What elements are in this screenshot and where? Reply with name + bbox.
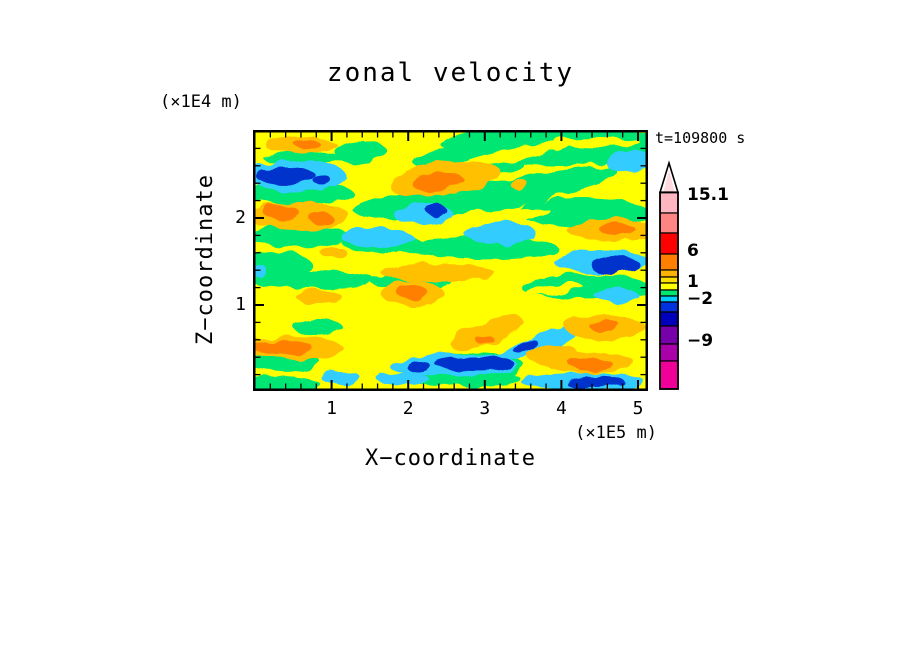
x-axis-unit-label: (×1E5 m): [575, 423, 657, 443]
y-axis-title: Z−coordinate: [193, 174, 218, 345]
y-axis-unit-label: (×1E4 m): [160, 92, 242, 112]
y-tick-label: 2: [235, 207, 246, 228]
x-tick-label: 3: [479, 398, 491, 419]
plot-title: zonal velocity: [326, 58, 575, 88]
x-tick-label: 1: [326, 398, 338, 419]
colorbar-label: −9: [687, 331, 714, 351]
x-tick-label: 5: [632, 398, 644, 419]
colorbar-label: −2: [687, 289, 714, 309]
contour-blobs: [255, 132, 646, 389]
axis-ticks: [255, 132, 646, 389]
colorbar-label: 6: [687, 241, 699, 261]
colorbar: [658, 160, 680, 390]
time-annotation: t=109800 s: [655, 129, 746, 147]
colorbar-label: 1: [687, 272, 699, 292]
y-tick-label: 1: [235, 294, 246, 315]
colorbar-label: 15.1: [687, 185, 729, 205]
x-tick-label: 2: [402, 398, 414, 419]
x-axis-title: X−coordinate: [365, 446, 536, 471]
contour-plot-area: [253, 130, 648, 391]
x-tick-label: 4: [555, 398, 567, 419]
